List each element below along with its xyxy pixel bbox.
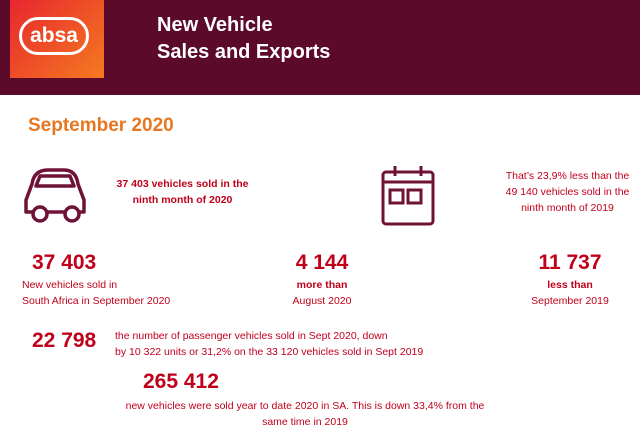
highlight: 37 403 vehicles sold in the ninth month … (110, 176, 255, 208)
stat-figure: 265 412 (143, 370, 219, 393)
stat-text: the number of passenger vehicles sold in… (115, 328, 423, 360)
text-line: more than (296, 279, 348, 291)
text-line: ninth month of 2019 (521, 202, 614, 214)
stat-figure: 37 403 (32, 251, 97, 274)
text-line: 49 140 vehicles sold in the (505, 186, 630, 198)
stat: 4 144 more than August 2020 (272, 251, 372, 309)
text-line: new vehicles were sold year to date 2020… (125, 400, 485, 412)
text-line: New vehicles sold in (22, 279, 118, 291)
text-line: South Africa in September 2020 (22, 295, 171, 307)
text-line: August 2020 (292, 295, 352, 307)
text-line: That’s 23,9% less than the (505, 170, 630, 182)
logo: absa (19, 17, 89, 55)
stat-text: new vehicles were sold year to date 2020… (100, 398, 510, 427)
text-line: 37 403 vehicles sold in the (116, 178, 249, 190)
text-line: same time in 2019 (262, 416, 348, 427)
period: September 2020 (28, 115, 174, 136)
calendar-icon (381, 166, 435, 226)
stat: 11 737 less than September 2019 (515, 251, 625, 309)
text-line: by 10 322 units or 31,2% on the 33 120 v… (115, 346, 424, 358)
text-line: ninth month of 2020 (132, 194, 233, 206)
title-line: Sales and Exports (157, 41, 331, 63)
stat-figure: 4 144 (295, 251, 349, 274)
car-icon (24, 168, 86, 223)
text-line: the number of passenger vehicles sold in… (115, 330, 388, 342)
highlight: That’s 23,9% less than the 49 140 vehicl… (495, 168, 640, 216)
header-title: New Vehicle Sales and Exports (157, 12, 330, 66)
text-line: less than (547, 279, 593, 291)
stat-figure: 22 798 (32, 329, 97, 352)
stat-figure: 11 737 (538, 251, 602, 274)
title-line: New Vehicle (157, 14, 273, 36)
stat: 37 403 New vehicles sold in South Africa… (22, 251, 170, 309)
text-line: September 2019 (531, 295, 609, 307)
header-band (0, 0, 640, 95)
